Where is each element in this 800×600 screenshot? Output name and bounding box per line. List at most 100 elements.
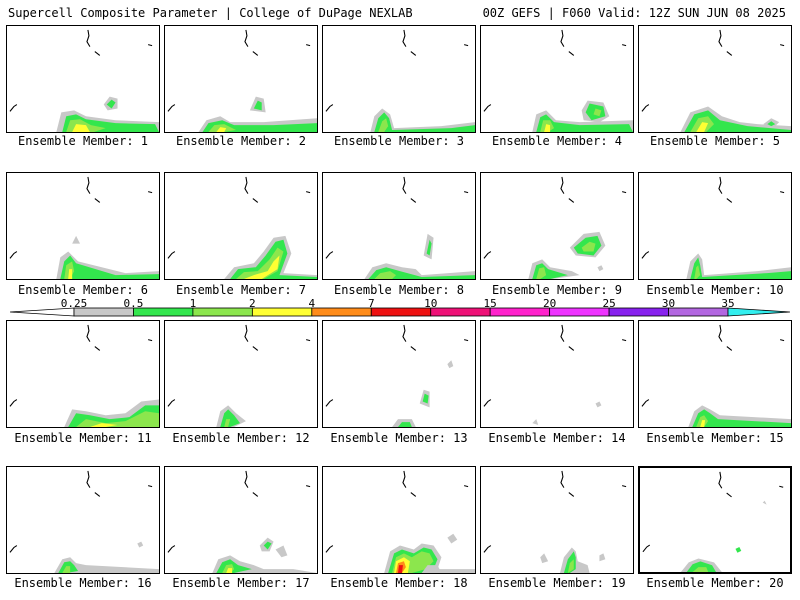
scp-contour — [220, 409, 241, 427]
coastline — [325, 29, 469, 112]
member-caption-18: Ensemble Member: 18 — [330, 576, 468, 590]
member-caption-9: Ensemble Member: 9 — [491, 283, 623, 297]
coastline — [167, 176, 311, 259]
scp-contour — [374, 271, 397, 279]
scp-contour — [447, 360, 454, 369]
scp-contour — [72, 235, 81, 244]
ensemble-panel-12[interactable] — [164, 320, 318, 428]
scp-contour — [253, 100, 262, 111]
ensemble-panel-20[interactable] — [638, 466, 792, 574]
coastline — [325, 470, 469, 553]
scp-contour — [696, 122, 709, 132]
member-caption-1: Ensemble Member: 1 — [17, 134, 149, 148]
scp-contour — [72, 124, 90, 132]
ensemble-panel-9[interactable] — [480, 172, 634, 280]
scp-contour — [60, 255, 159, 279]
map-18 — [325, 470, 475, 573]
scp-contour — [690, 257, 791, 279]
member-caption-6: Ensemble Member: 6 — [17, 283, 149, 297]
scp-contour — [68, 269, 73, 279]
colorbar-segment — [311, 307, 372, 317]
scp-contour — [76, 411, 159, 427]
scp-contour — [532, 419, 539, 426]
scp-contour — [216, 127, 227, 132]
member-caption-10: Ensemble Member: 10 — [646, 283, 784, 297]
ensemble-panel-4[interactable] — [480, 25, 634, 133]
scp-contour — [421, 565, 442, 573]
map-17 — [167, 470, 317, 573]
map-11 — [9, 324, 159, 427]
scp-contour — [692, 567, 709, 572]
member-caption-14: Ensemble Member: 14 — [488, 431, 626, 445]
ensemble-panel-14[interactable] — [480, 320, 634, 428]
map-14 — [483, 324, 627, 426]
ensemble-panel-5[interactable] — [638, 25, 792, 133]
coastline — [9, 176, 153, 259]
scp-contour — [54, 557, 159, 573]
coastline — [325, 324, 469, 407]
member-caption-2: Ensemble Member: 2 — [175, 134, 307, 148]
ensemble-panel-16[interactable] — [6, 466, 160, 574]
colorbar-tick: 4 — [308, 297, 316, 310]
colorbar-segment — [251, 307, 313, 317]
coastline — [641, 324, 785, 407]
scp-contour — [536, 114, 633, 132]
scp-contour — [581, 241, 596, 252]
member-caption-8: Ensemble Member: 8 — [333, 283, 465, 297]
map-1 — [9, 29, 159, 132]
ensemble-panel-15[interactable] — [638, 320, 792, 428]
map-19 — [483, 470, 627, 573]
scp-contour — [686, 253, 791, 279]
colorbar-segment — [549, 307, 610, 317]
scp-contour — [599, 553, 606, 562]
ensemble-panel-18[interactable] — [322, 466, 476, 574]
ensemble-panel-10[interactable] — [638, 172, 792, 280]
member-caption-7: Ensemble Member: 7 — [175, 283, 307, 297]
member-caption-12: Ensemble Member: 12 — [172, 431, 310, 445]
colorbar-tick: 1 — [189, 297, 197, 310]
ensemble-panel-1[interactable] — [6, 25, 160, 133]
colorbar-tick: 15 — [483, 297, 497, 310]
ensemble-panel-3[interactable] — [322, 25, 476, 133]
coastline — [483, 29, 627, 112]
coastline — [641, 29, 785, 112]
ensemble-panel-11[interactable] — [6, 320, 160, 428]
coastline — [167, 29, 311, 112]
run-valid-time: 00Z GEFS | F060 Valid: 12Z SUN JUN 08 20… — [482, 6, 786, 20]
colorbar-tick: 20 — [543, 297, 557, 310]
scp-contour — [700, 420, 706, 427]
colorbar-tick: 2 — [249, 297, 256, 310]
ensemble-panel-17[interactable] — [164, 466, 318, 574]
member-caption-3: Ensemble Member: 3 — [333, 134, 465, 148]
coastline — [167, 470, 311, 553]
scp-contour — [540, 553, 549, 564]
map-5 — [641, 29, 791, 132]
map-20 — [642, 471, 784, 572]
ensemble-panel-7[interactable] — [164, 172, 318, 280]
scp-contour — [735, 546, 742, 553]
ensemble-panel-13[interactable] — [322, 320, 476, 428]
map-6 — [9, 176, 159, 279]
colorbar-max-arrow — [727, 307, 790, 317]
colorbar-segment — [430, 307, 491, 317]
map-16 — [9, 470, 159, 573]
colorbar-tick: 0.25 — [60, 297, 88, 310]
map-4 — [483, 29, 633, 132]
ensemble-panel-19[interactable] — [480, 466, 634, 574]
colorbar-tick: 25 — [602, 297, 616, 310]
member-caption-20: Ensemble Member: 20 — [646, 576, 784, 590]
coastline — [483, 470, 627, 553]
coastline — [9, 470, 153, 553]
map-title: Supercell Composite Parameter | College … — [8, 6, 413, 20]
colorbar-segment — [489, 307, 551, 317]
scp-contour — [275, 545, 288, 558]
member-caption-5: Ensemble Member: 5 — [649, 134, 781, 148]
ensemble-panel-8[interactable] — [322, 172, 476, 280]
coastline — [641, 176, 785, 259]
colorbar-tick: 0.5 — [123, 297, 144, 310]
scp-contour — [243, 255, 280, 279]
scp-contour — [686, 561, 716, 572]
ensemble-panel-6[interactable] — [6, 172, 160, 280]
map-9 — [483, 176, 627, 279]
ensemble-panel-2[interactable] — [164, 25, 318, 133]
